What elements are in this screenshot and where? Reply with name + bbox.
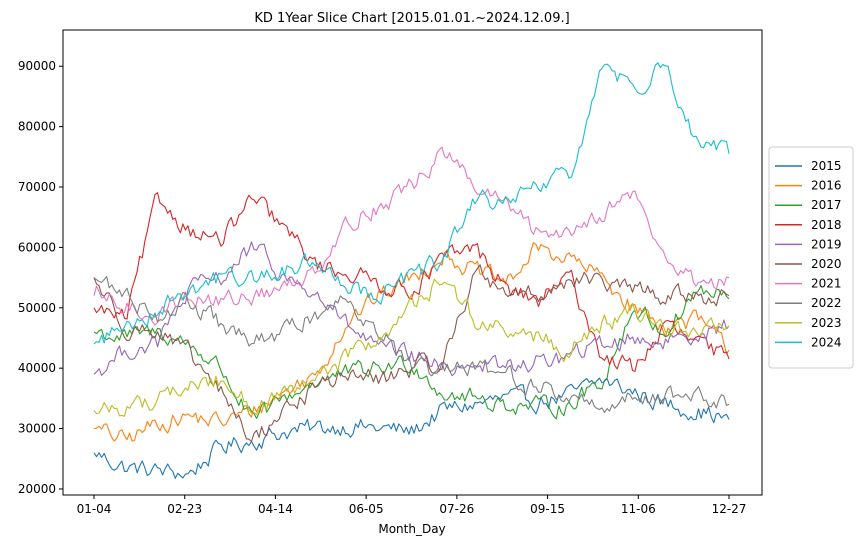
y-tick-label: 90000 [18,59,56,73]
y-tick-label: 80000 [18,120,56,134]
series-line-2020 [93,264,730,443]
legend-label-2018: 2018 [811,218,842,232]
series-line-2022 [93,275,730,414]
y-tick-label: 20000 [18,482,56,496]
legend-label-2015: 2015 [811,159,842,173]
series-line-2021 [93,146,730,326]
x-axis: 01-04 02-23 04-14 06-05 07-26 09-15 11-06 12-27 [77,495,747,516]
y-tick-label: 50000 [18,301,56,315]
legend-label-2022: 2022 [811,296,842,310]
y-tick-label: 40000 [18,361,56,375]
legend-label-2021: 2021 [811,277,842,291]
y-tick-label: 30000 [18,422,56,436]
series-line-2023 [93,278,730,417]
series-line-2024 [93,62,730,345]
series-line-2015 [93,377,730,479]
legend-label-2016: 2016 [811,179,842,193]
series-line-2019 [93,241,730,377]
legend: 2015 2016 2017 2018 2019 2020 2021 2022 2023 2024 [768,146,854,369]
x-tick-label: 04-14 [258,502,293,516]
x-tick-label: 02-23 [167,502,202,516]
series-line-2016 [93,242,730,442]
y-tick-label: 60000 [18,240,56,254]
x-tick-label: 11-06 [621,502,656,516]
x-axis-title: Month_Day [378,522,445,536]
x-tick-label: 01-04 [77,502,112,516]
legend-label-2020: 2020 [811,257,842,271]
legend-label-2019: 2019 [811,237,842,251]
chart-title: KD 1Year Slice Chart [2015.01.01.~2024.1… [254,11,569,26]
legend-frame [768,146,854,369]
series-lines [93,62,730,479]
x-tick-label: 12-27 [712,502,747,516]
x-tick-label: 07-26 [439,502,474,516]
x-tick-label: 09-15 [530,502,565,516]
legend-label-2024: 2024 [811,335,842,349]
legend-label-2023: 2023 [811,316,842,330]
x-tick-label: 06-05 [349,502,384,516]
y-tick-label: 70000 [18,180,56,194]
plot-frame [62,29,763,496]
series-line-2018 [93,192,730,372]
legend-label-2017: 2017 [811,198,842,212]
y-axis: 20000 30000 40000 50000 60000 70000 80000 90000 [18,59,63,496]
